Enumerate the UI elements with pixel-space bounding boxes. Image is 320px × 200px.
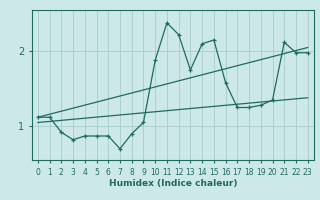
X-axis label: Humidex (Indice chaleur): Humidex (Indice chaleur) <box>108 179 237 188</box>
